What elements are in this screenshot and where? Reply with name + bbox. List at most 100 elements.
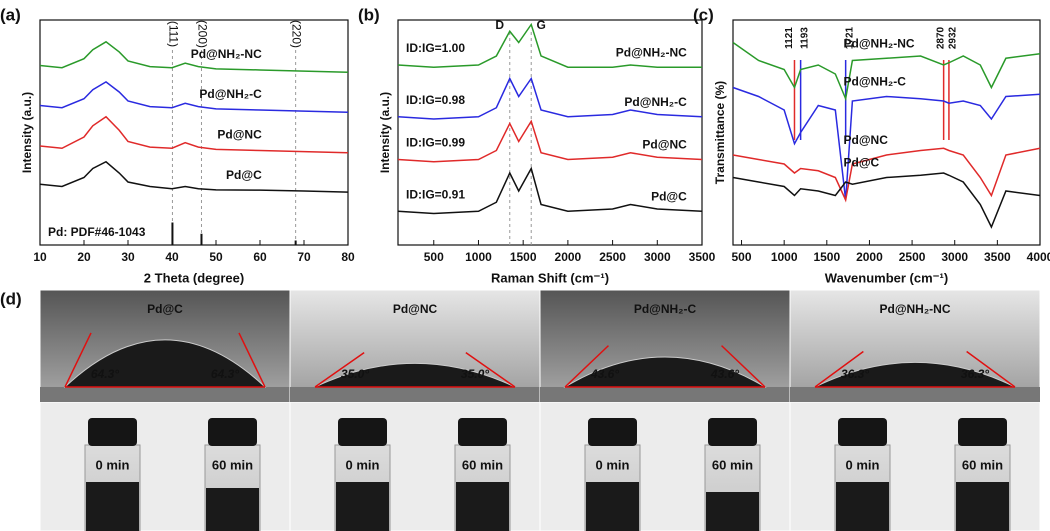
time-label: 60 min bbox=[462, 457, 503, 472]
x-tick-label: 30 bbox=[121, 250, 135, 264]
tangent bbox=[314, 351, 365, 388]
ratio-label: ID:IG=1.00 bbox=[406, 41, 465, 55]
x-axis-label: 2 Theta (degree) bbox=[144, 270, 244, 285]
panel-label: (d) bbox=[0, 289, 22, 308]
ratio-label: ID:IG=0.98 bbox=[406, 93, 465, 107]
photo-title: Pd@NH₂-NC bbox=[879, 302, 950, 316]
angle-label: 64.3° bbox=[91, 367, 119, 381]
peak-label: (220) bbox=[289, 20, 303, 48]
x-tick-label: 50 bbox=[209, 250, 223, 264]
peak-label: (111) bbox=[166, 21, 180, 47]
vial-liquid bbox=[836, 482, 889, 531]
plot-frame bbox=[732, 19, 1041, 246]
data-line bbox=[732, 86, 1041, 201]
x-tick-label: 1500 bbox=[813, 250, 840, 264]
series-label: Pd@C bbox=[651, 189, 687, 203]
droplet bbox=[314, 362, 516, 388]
data-line bbox=[397, 76, 703, 120]
vial-liquid bbox=[86, 482, 139, 531]
series-label: Pd@C bbox=[844, 156, 880, 170]
peak-label: 1721 bbox=[844, 26, 855, 49]
vial-cap bbox=[708, 418, 757, 446]
x-axis-label: Wavenumber (cm⁻¹) bbox=[825, 270, 948, 285]
time-label: 0 min bbox=[596, 457, 630, 472]
series-label: Pd@NH₂-C bbox=[199, 87, 262, 101]
x-tick-label: 40 bbox=[165, 250, 179, 264]
ratio-label: ID:IG=0.99 bbox=[406, 136, 465, 150]
tangent bbox=[564, 345, 609, 388]
x-axis-label: Raman Shift (cm⁻¹) bbox=[491, 270, 609, 285]
peak-label: 1121 bbox=[784, 27, 795, 49]
x-tick-label: 60 bbox=[253, 250, 267, 264]
peak-label: 2870 bbox=[935, 26, 946, 49]
data-line bbox=[397, 22, 702, 69]
y-axis-label: Intensity (a.u.) bbox=[20, 92, 34, 173]
x-tick-label: 70 bbox=[297, 250, 311, 264]
tangent bbox=[238, 332, 266, 388]
x-tick-label: 500 bbox=[424, 250, 444, 264]
x-tick-label: 2000 bbox=[856, 250, 883, 264]
angle-label: 64.3° bbox=[211, 367, 239, 381]
data-line bbox=[39, 115, 349, 154]
peak-label: D bbox=[495, 18, 504, 32]
surface bbox=[40, 387, 290, 402]
x-tick-label: 4000 bbox=[1027, 250, 1050, 264]
series-label: Pd@NC bbox=[217, 128, 262, 142]
time-label: 0 min bbox=[96, 457, 130, 472]
data-line bbox=[397, 119, 703, 163]
angle-label: 35.0° bbox=[461, 367, 489, 381]
panel-label: (a) bbox=[0, 5, 21, 24]
vial-liquid bbox=[706, 492, 759, 531]
plot-frame bbox=[39, 19, 349, 246]
tangent bbox=[966, 350, 1016, 388]
x-tick-label: 1000 bbox=[771, 250, 798, 264]
time-label: 60 min bbox=[962, 457, 1003, 472]
droplet bbox=[63, 339, 267, 388]
data-line bbox=[39, 40, 349, 73]
angle-label: 43.6° bbox=[590, 367, 619, 381]
peak-label: G bbox=[537, 18, 546, 32]
x-tick-label: 1000 bbox=[465, 250, 492, 264]
surface bbox=[540, 387, 790, 402]
vial-cap bbox=[958, 418, 1007, 446]
tangent bbox=[465, 351, 516, 388]
x-tick-label: 2500 bbox=[599, 250, 626, 264]
x-tick-label: 3500 bbox=[984, 250, 1011, 264]
x-tick-label: 1500 bbox=[510, 250, 537, 264]
peak-label: 2932 bbox=[948, 26, 959, 49]
droplet bbox=[563, 356, 767, 388]
series-label: Pd@NC bbox=[642, 138, 687, 152]
time-label: 0 min bbox=[846, 457, 880, 472]
reference-label: Pd: PDF#46-1043 bbox=[48, 225, 146, 239]
time-label: 60 min bbox=[712, 457, 753, 472]
x-tick-label: 2000 bbox=[555, 250, 582, 264]
vial-cap bbox=[588, 418, 637, 446]
surface bbox=[790, 387, 1040, 402]
data-line bbox=[732, 41, 1041, 102]
y-axis-label: Transmittance (%) bbox=[713, 81, 727, 184]
ratio-label: ID:IG=0.91 bbox=[406, 187, 465, 201]
droplet bbox=[814, 362, 1016, 388]
series-label: Pd@NH₂-C bbox=[844, 75, 907, 89]
x-tick-label: 2500 bbox=[899, 250, 926, 264]
angle-label: 43.6° bbox=[710, 367, 739, 381]
series-label: Pd@NH₂-C bbox=[624, 95, 687, 109]
data-line bbox=[39, 160, 349, 193]
peak-label: 1193 bbox=[799, 27, 810, 49]
series-label: Pd@NC bbox=[844, 133, 889, 147]
angle-label: 35.0° bbox=[341, 367, 369, 381]
x-tick-label: 80 bbox=[341, 250, 355, 264]
x-tick-label: 20 bbox=[77, 250, 91, 264]
plot-frame bbox=[397, 19, 703, 246]
data-line bbox=[732, 147, 1041, 203]
tangent bbox=[814, 350, 864, 388]
series-label: Pd@NH₂-NC bbox=[191, 47, 262, 61]
x-tick-label: 3500 bbox=[689, 250, 716, 264]
series-label: Pd@NH₂-NC bbox=[844, 36, 915, 50]
vial-cap bbox=[838, 418, 887, 446]
vial-cap bbox=[88, 418, 137, 446]
series-label: Pd@NH₂-NC bbox=[616, 45, 687, 59]
data-line bbox=[732, 172, 1041, 229]
vial-liquid bbox=[956, 482, 1009, 531]
